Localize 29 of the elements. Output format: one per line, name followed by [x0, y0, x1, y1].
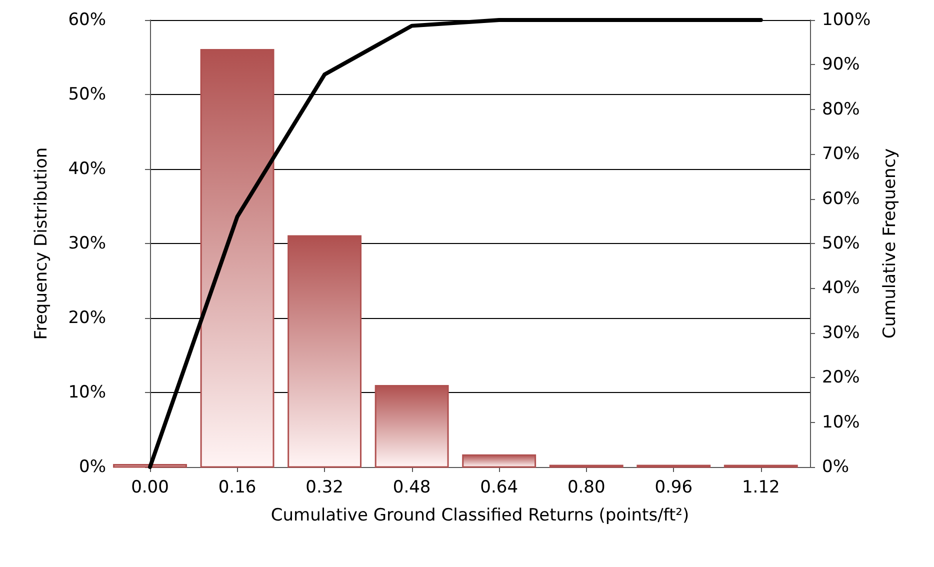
- x-tick-label: 0.00: [131, 478, 169, 498]
- y2-tick-label: 100%: [822, 10, 871, 30]
- y2-axis-title: Cumulative Frequency: [880, 148, 900, 339]
- x-axis-title: Cumulative Ground Classified Returns (points/ft²): [270, 506, 690, 526]
- y2-tick-label: 60%: [822, 188, 860, 209]
- y2-tick-label: 50%: [822, 234, 860, 254]
- y-tick-label: 0%: [79, 457, 106, 477]
- x-tick-label: 0.32: [306, 478, 344, 498]
- x-tick-label: 0.80: [567, 478, 606, 498]
- y2-tick-label: 70%: [822, 144, 860, 164]
- y2-tick-label: 90%: [822, 54, 860, 75]
- y-tick-label: 30%: [68, 234, 106, 254]
- y-tick-label: 40%: [68, 159, 106, 179]
- y2-tick-label: 0%: [822, 457, 849, 477]
- y-axis-title: Frequency Distribution: [32, 147, 52, 340]
- x-tick-label: 0.48: [392, 478, 431, 498]
- y-tick-label: 20%: [68, 308, 106, 328]
- y2-tick-label: 10%: [822, 412, 860, 432]
- x-tick-label: 0.16: [218, 478, 256, 498]
- y-tick-label: 60%: [68, 10, 106, 30]
- y2-tick-label: 40%: [822, 278, 860, 298]
- y2-tick-label: 30%: [822, 322, 860, 343]
- x-tick-label: 1.12: [742, 478, 780, 498]
- x-tick-label: 0.96: [654, 478, 693, 498]
- y2-tick-label: 80%: [822, 99, 860, 120]
- y2-tick-label: 20%: [822, 368, 860, 388]
- x-tick-label: 0.64: [480, 478, 518, 498]
- y-tick-label: 50%: [68, 84, 106, 104]
- y-tick-label: 10%: [68, 382, 106, 402]
